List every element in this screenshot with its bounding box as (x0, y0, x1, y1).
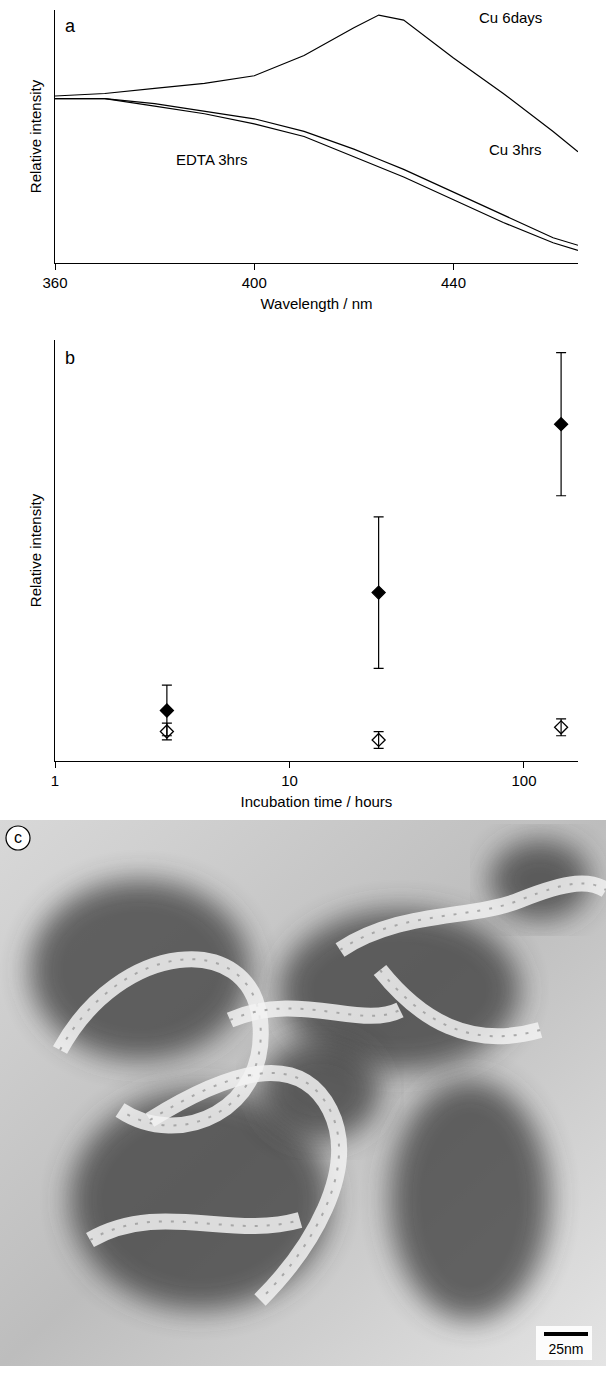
svg-text:Relative intensity: Relative intensity (27, 79, 44, 193)
svg-text:1: 1 (51, 772, 59, 789)
svg-text:c: c (14, 829, 22, 846)
svg-text:Cu 6days: Cu 6days (479, 9, 542, 26)
svg-text:360: 360 (42, 274, 67, 291)
svg-text:25nm: 25nm (548, 1341, 583, 1357)
svg-text:a: a (65, 16, 76, 36)
svg-text:Cu 3hrs: Cu 3hrs (489, 141, 542, 158)
svg-text:EDTA 3hrs: EDTA 3hrs (176, 151, 247, 168)
svg-text:Incubation time / hours: Incubation time / hours (241, 793, 393, 810)
svg-text:100: 100 (511, 772, 536, 789)
svg-text:Relative intensity: Relative intensity (27, 493, 44, 607)
svg-text:440: 440 (441, 274, 466, 291)
svg-text:400: 400 (242, 274, 267, 291)
svg-text:b: b (65, 348, 75, 368)
svg-text:Wavelength / nm: Wavelength / nm (261, 295, 373, 312)
svg-text:10: 10 (281, 772, 298, 789)
